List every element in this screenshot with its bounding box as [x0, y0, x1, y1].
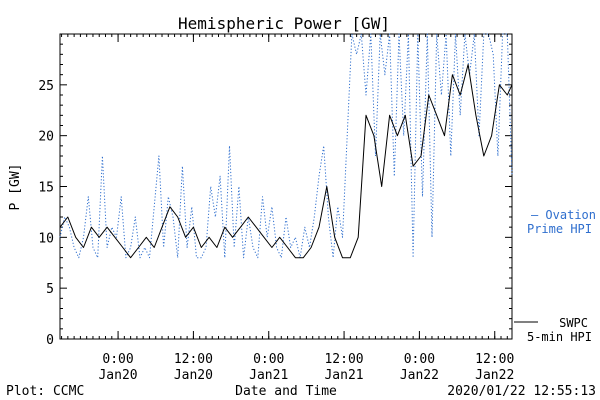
x-tick-label-date: Jan20	[174, 368, 213, 383]
legend-ovation-line2: Prime HPI	[527, 222, 592, 236]
plot-credit: Plot: CCMC	[6, 384, 84, 399]
x-tick-label-time: 12:00	[475, 352, 514, 367]
legend-swpc-line2: 5-min HPI	[527, 330, 592, 344]
swpc-series-line	[59, 64, 513, 259]
y-tick-label: 10	[38, 231, 54, 246]
x-tick-label-time: 0:00	[253, 352, 284, 367]
x-tick-label-time: 0:00	[102, 352, 133, 367]
plot-timestamp: 2020/01/22 12:55:13	[447, 384, 596, 399]
y-axis-label: P [GW]	[8, 164, 23, 211]
plot-frame	[59, 33, 513, 340]
x-tick-label-date: Jan22	[475, 368, 514, 383]
x-tick-label-time: 12:00	[174, 352, 213, 367]
x-tick-label-time: 12:00	[324, 352, 363, 367]
chart-title: Hemispheric Power [GW]	[178, 14, 390, 33]
x-tick-label-date: Jan21	[249, 368, 288, 383]
legend-swpc-line1: SWPC	[559, 316, 588, 330]
x-tick-label-time: 0:00	[404, 352, 435, 367]
y-tick-label: 15	[38, 181, 54, 196]
y-tick-label: 25	[38, 79, 54, 94]
y-tick-label: 20	[38, 130, 54, 145]
y-tick-label: 0	[46, 333, 54, 348]
y-tick-label: 5	[46, 282, 54, 297]
x-axis-label: Date and Time	[235, 384, 337, 399]
plot-area: 05101520250:00Jan2012:00Jan200:00Jan2112…	[38, 33, 596, 383]
legend-ovation-line1: — Ovation	[531, 208, 596, 222]
x-tick-label-date: Jan20	[98, 368, 137, 383]
ovation-prime-series-line	[59, 33, 513, 259]
x-tick-label-date: Jan22	[400, 368, 439, 383]
x-tick-label-date: Jan21	[324, 368, 363, 383]
